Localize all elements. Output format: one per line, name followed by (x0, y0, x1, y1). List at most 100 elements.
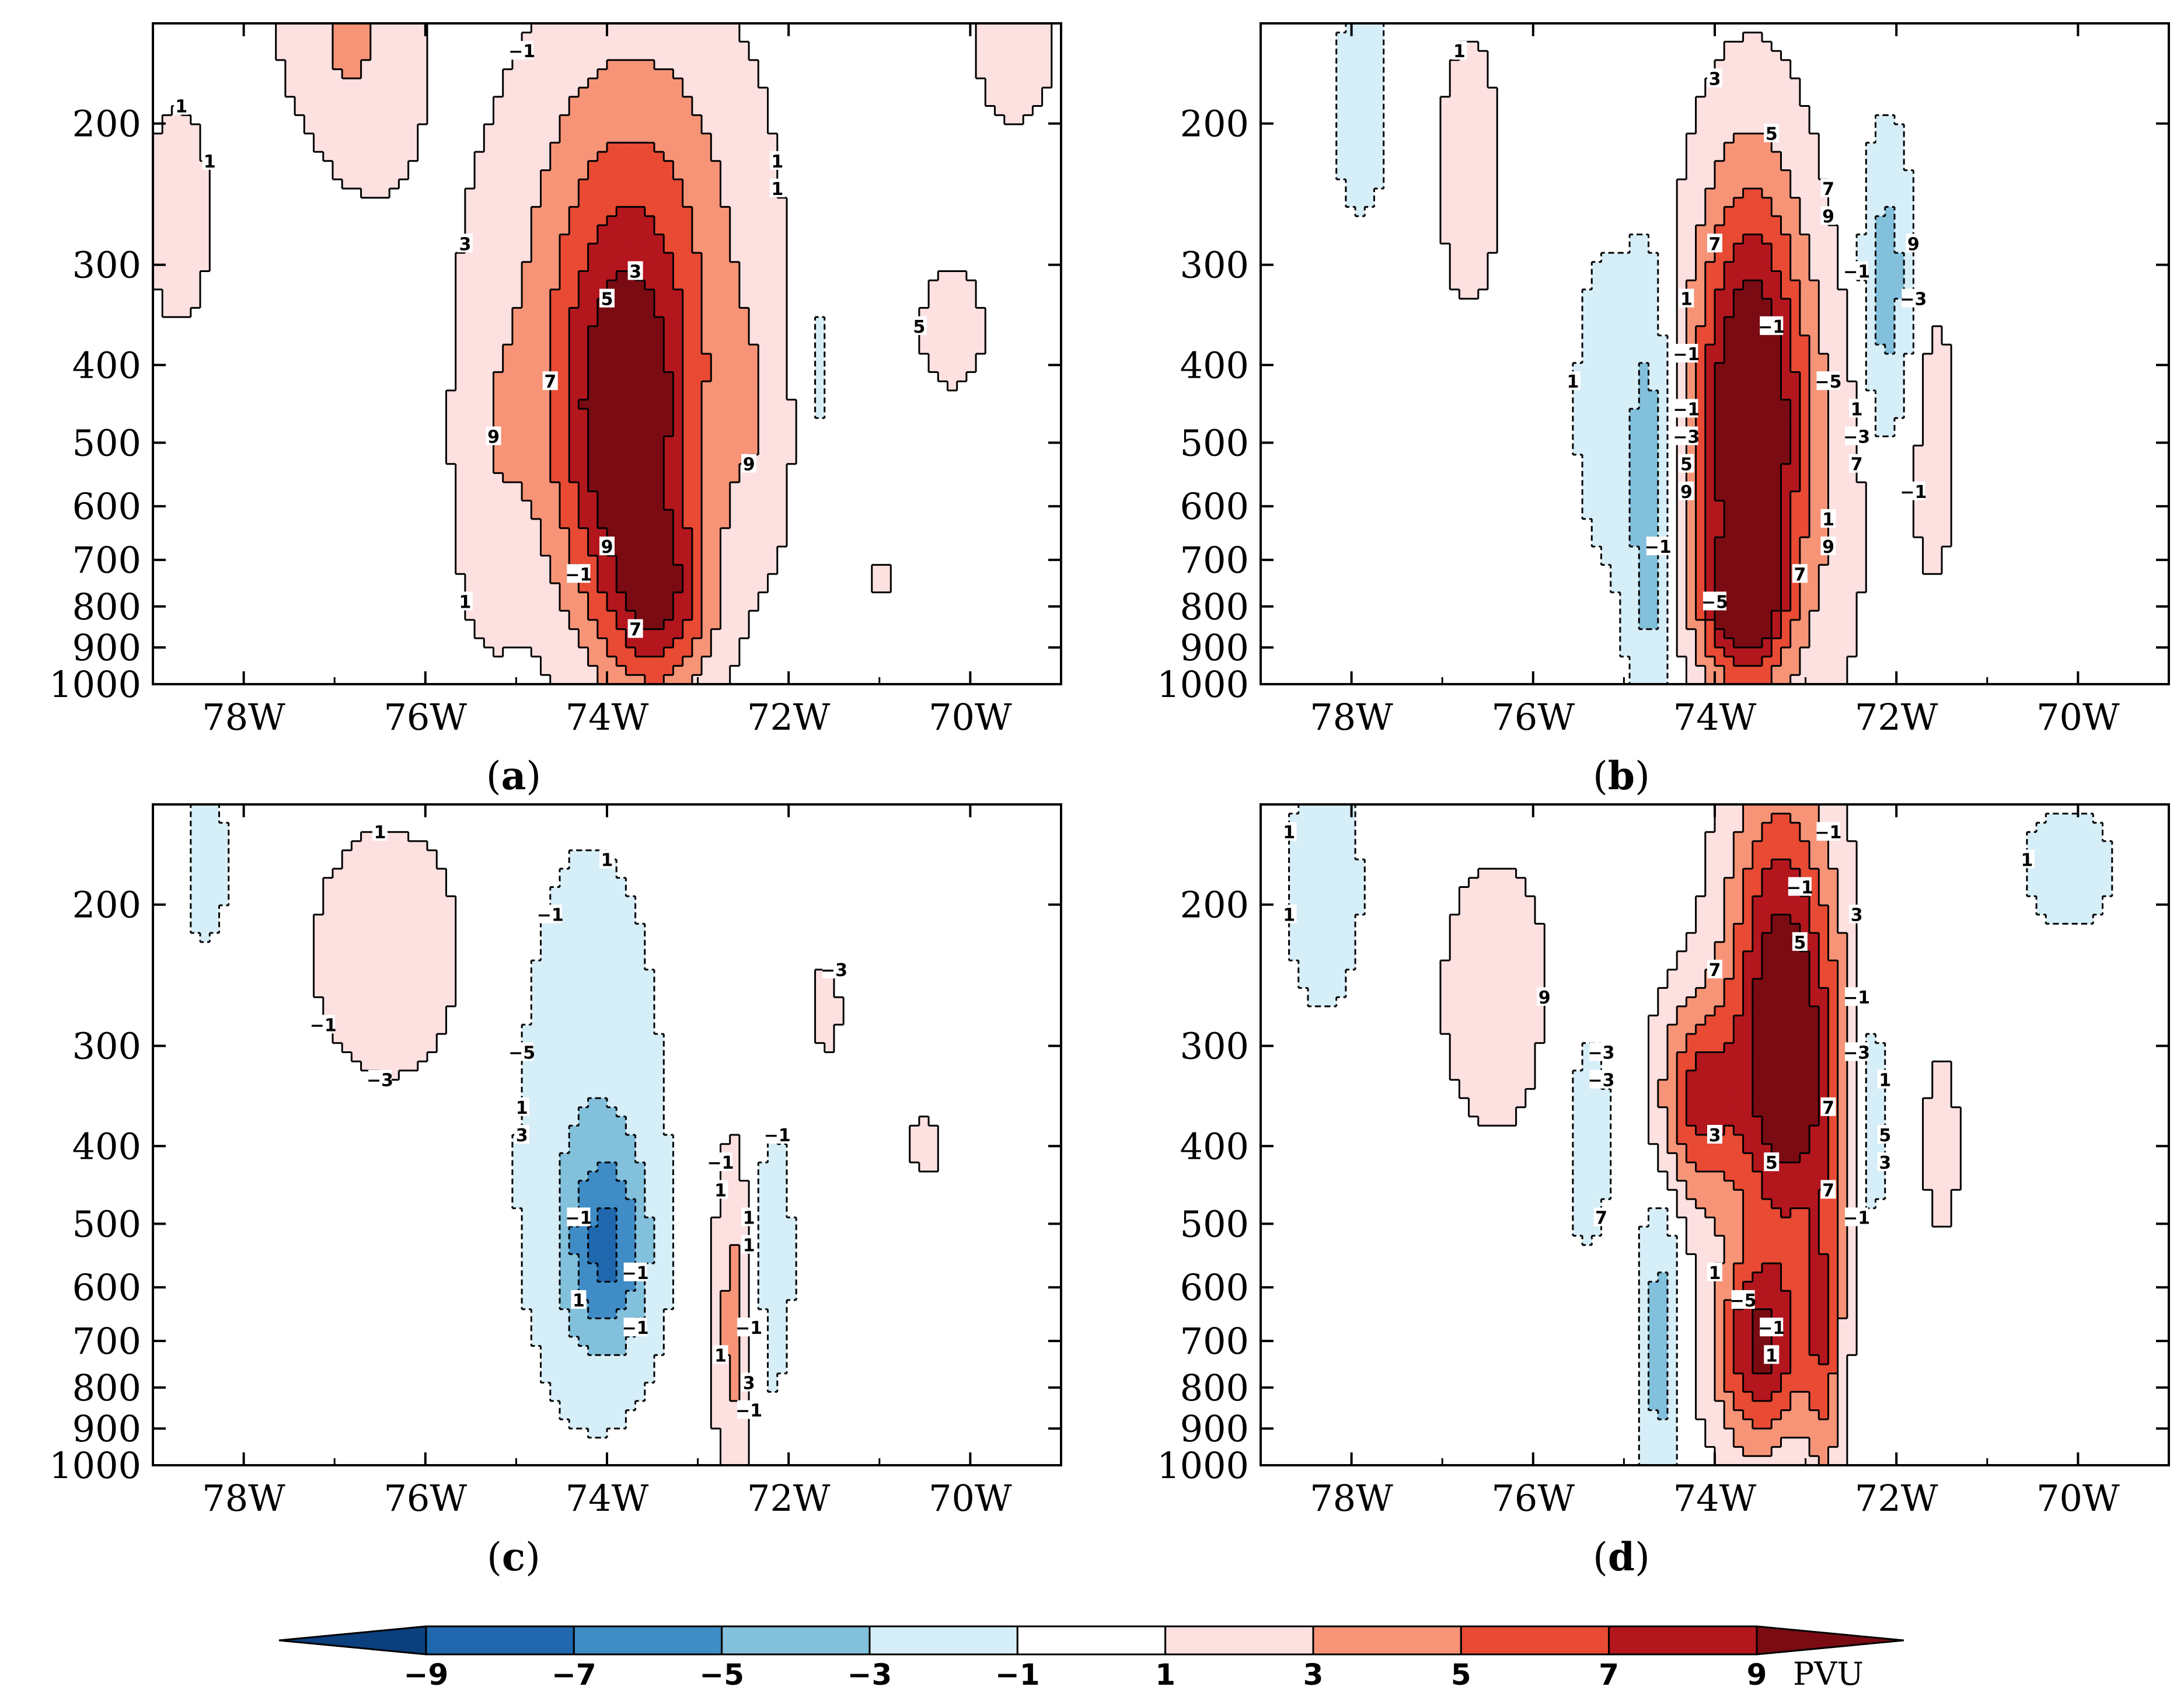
field-cell (1790, 555, 1801, 566)
field-cell (493, 409, 504, 419)
field-cell (597, 170, 608, 180)
field-cell (1847, 528, 1857, 538)
field-cell (1724, 243, 1735, 253)
field-cell (1610, 427, 1621, 437)
contour-label-bg (457, 591, 473, 611)
field-cell (1837, 363, 1848, 373)
field-cell (1752, 656, 1763, 667)
field-cell (1601, 344, 1611, 354)
field-cell (1857, 253, 1866, 263)
field-cell (644, 253, 655, 263)
field-cell (1923, 372, 1933, 382)
field-cell (588, 354, 598, 364)
field-cell (475, 418, 484, 428)
field-cell (153, 262, 163, 272)
panel-label-a: (a) (486, 753, 541, 799)
field-cell (1743, 381, 1753, 391)
field-cell (739, 372, 749, 382)
field-cell (540, 170, 551, 180)
field-cell (1752, 473, 1763, 483)
field-cell (578, 344, 589, 354)
field-cell (1819, 399, 1829, 409)
field-cell (1582, 427, 1592, 437)
field-cell (540, 326, 551, 336)
field-cell (607, 161, 617, 171)
field-cell (1686, 473, 1697, 483)
field-cell (1837, 656, 1848, 667)
field-cell (1374, 142, 1384, 152)
contour-label: 1 (1567, 372, 1579, 392)
field-cell (1771, 51, 1782, 61)
field-cell (664, 96, 674, 107)
field-cell (777, 445, 787, 455)
field-cell (399, 124, 409, 134)
field-cell (1630, 528, 1639, 538)
field-cell (1847, 619, 1857, 630)
field-cell (758, 133, 769, 143)
field-cell (1866, 152, 1876, 162)
field-cell (1809, 225, 1819, 235)
field-cell (702, 436, 711, 446)
field-cell (711, 647, 721, 657)
contour-label: 9 (1822, 207, 1834, 227)
field-cell (455, 354, 466, 364)
field-cell (1715, 555, 1725, 566)
field-cell (711, 464, 721, 473)
field-cell (644, 207, 655, 217)
field-cell (654, 243, 664, 253)
field-cell (342, 96, 352, 107)
field-cell (947, 344, 958, 354)
field-cell (531, 629, 542, 639)
field-cell (644, 482, 655, 492)
field-cell (720, 298, 731, 308)
field-cell (1630, 372, 1639, 382)
field-cell (616, 381, 627, 391)
field-cell (692, 289, 702, 299)
field-cell (1715, 500, 1725, 510)
field-cell (1610, 445, 1621, 455)
field-cell (739, 537, 749, 547)
field-cell (1781, 207, 1791, 217)
field-cell (1771, 78, 1782, 88)
field-cell (1828, 592, 1838, 602)
field-cell (1752, 234, 1763, 244)
field-cell (1592, 372, 1602, 382)
field-cell (1648, 519, 1659, 529)
field-cell (1733, 638, 1744, 648)
field-cell (1582, 390, 1592, 400)
field-cell (1705, 216, 1715, 226)
field-cell (503, 253, 513, 263)
field-cell (559, 500, 570, 510)
field-cell (758, 161, 769, 171)
field-cell (550, 592, 560, 602)
field-cell (181, 280, 191, 290)
field-cell (512, 427, 522, 437)
field-cell (1894, 197, 1904, 208)
field-cell (1819, 473, 1829, 483)
field-cell (569, 454, 579, 465)
field-cell (531, 592, 542, 602)
field-cell (1837, 317, 1848, 327)
field-cell (635, 564, 646, 574)
field-cell (1932, 381, 1942, 391)
field-cell (730, 445, 740, 455)
field-cell (1610, 491, 1621, 501)
field-cell (749, 243, 759, 253)
field-cell (749, 546, 759, 556)
field-cell (1894, 216, 1904, 226)
field-cell (1942, 445, 1952, 455)
field-cell (664, 234, 674, 244)
field-cell (1365, 179, 1375, 189)
field-cell (1336, 133, 1346, 143)
field-cell (720, 271, 731, 281)
field-cell (503, 491, 513, 501)
field-cell (1932, 491, 1942, 501)
field-cell (1932, 454, 1942, 465)
field-cell (588, 289, 598, 299)
field-cell (181, 152, 191, 162)
field-cell (569, 106, 579, 116)
contour-label-bg (1565, 371, 1581, 391)
field-cell (644, 280, 655, 290)
field-cell (1771, 464, 1782, 473)
field-cell (493, 482, 504, 492)
